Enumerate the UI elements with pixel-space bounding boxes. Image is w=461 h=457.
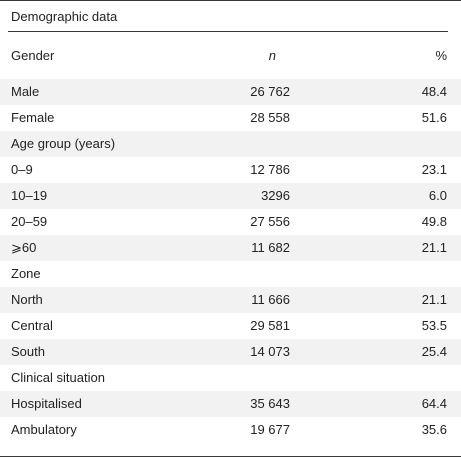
row-n: 26 762 (250, 84, 290, 99)
row-label: Male (11, 84, 40, 99)
table-row: Ambulatory 19 677 35.6 (0, 417, 461, 443)
table-section-row: Clinical situation (0, 365, 461, 391)
row-percent: 6.0 (428, 188, 447, 203)
row-label: 0–9 (11, 162, 33, 177)
row-percent: 49.8 (421, 214, 447, 229)
header-gender: Gender (11, 48, 55, 63)
table-row: Female 28 558 51.6 (0, 105, 461, 131)
table-row: 0–9 12 786 23.1 (0, 157, 461, 183)
row-n: 11 666 (251, 292, 290, 307)
row-percent: 23.1 (421, 162, 447, 177)
row-n: 19 677 (250, 422, 290, 437)
header-percent: % (435, 48, 447, 63)
row-label: Hospitalised (11, 396, 82, 411)
row-label: 20–59 (11, 214, 48, 229)
row-label: Female (11, 110, 55, 125)
row-percent: 21.1 (421, 240, 447, 255)
table-row: Central 29 581 53.5 (0, 313, 461, 339)
row-percent: 48.4 (421, 84, 447, 99)
row-label: 10–19 (11, 188, 48, 203)
row-percent: 35.6 (421, 422, 447, 437)
row-label: ⩾60 (11, 240, 37, 255)
row-label: South (11, 344, 45, 359)
table-header-row: Gender n % (0, 32, 461, 79)
table-top-rule (0, 0, 461, 1)
row-n: 35 643 (250, 396, 290, 411)
caption-divider (8, 31, 448, 32)
section-label: Clinical situation (11, 370, 105, 385)
table-section-row: Age group (years) (0, 131, 461, 157)
row-n: 27 556 (250, 214, 290, 229)
table-section-row: Zone (0, 261, 461, 287)
row-label: Central (11, 318, 53, 333)
row-n: 11 682 (251, 240, 290, 255)
row-label: North (11, 292, 43, 307)
row-percent: 25.4 (421, 344, 447, 359)
table-caption: Demographic data (11, 9, 118, 24)
section-label: Zone (11, 266, 41, 281)
table-row: 10–19 3296 6.0 (0, 183, 461, 209)
header-n: n (268, 48, 276, 63)
table-caption-row: Demographic data (0, 1, 461, 32)
table-row: Hospitalised 35 643 64.4 (0, 391, 461, 417)
row-percent: 53.5 (421, 318, 447, 333)
row-n: 28 558 (250, 110, 290, 125)
row-label: Ambulatory (11, 422, 77, 437)
section-label: Age group (years) (11, 136, 116, 151)
table-row: Male 26 762 48.4 (0, 79, 461, 105)
row-n: 12 786 (250, 162, 290, 177)
row-n: 14 073 (250, 344, 290, 359)
row-n: 29 581 (250, 318, 290, 333)
row-percent: 51.6 (421, 110, 447, 125)
row-n: 3296 (261, 188, 290, 203)
table-row: North 11 666 21.1 (0, 287, 461, 313)
row-percent: 64.4 (421, 396, 447, 411)
row-percent: 21.1 (421, 292, 447, 307)
table-row: 20–59 27 556 49.8 (0, 209, 461, 235)
table-row: South 14 073 25.4 (0, 339, 461, 365)
table-row: ⩾60 11 682 21.1 (0, 235, 461, 261)
